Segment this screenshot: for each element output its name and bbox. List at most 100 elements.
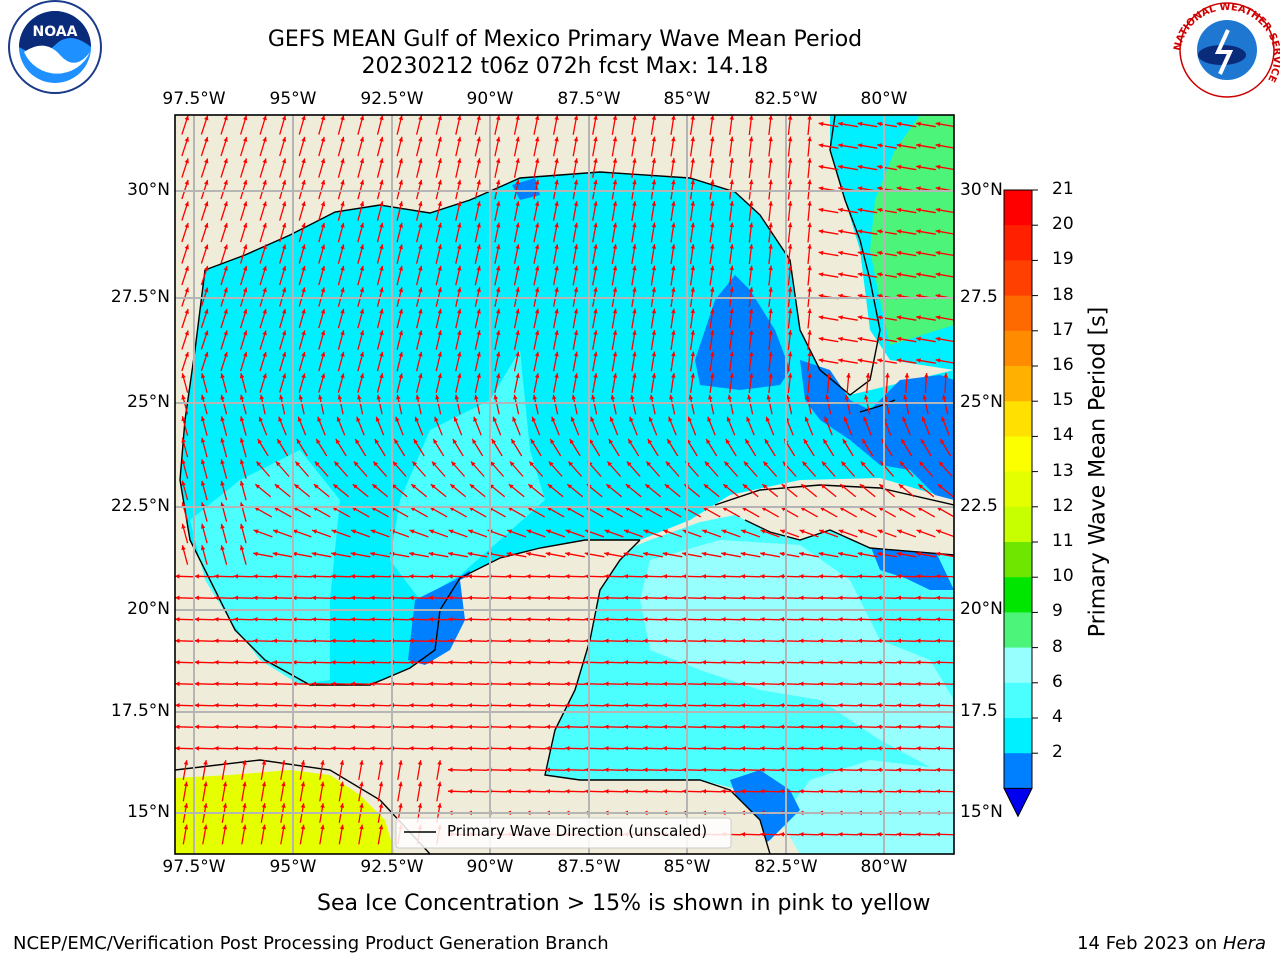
footer-credit: NCEP/EMC/Verification Post Processing Pr…	[13, 933, 609, 954]
wave-arrow-head	[184, 287, 189, 293]
wave-arrow-head	[222, 760, 228, 765]
wave-arrow-head	[204, 115, 209, 121]
wave-arrow-head	[253, 638, 258, 644]
wave-arrow-head	[200, 459, 206, 465]
wave-arrow-head	[534, 330, 540, 335]
wave-arrow-head	[643, 724, 648, 730]
wave-arrow-head	[476, 244, 481, 250]
wave-arrow-head	[359, 824, 364, 830]
wave-arrow-head	[546, 507, 552, 512]
wave-arrow-head	[526, 746, 531, 751]
wave-arrow-head	[320, 158, 326, 164]
wave-arrow-head	[839, 507, 845, 512]
wave-arrow-head	[220, 523, 225, 529]
wave-arrow-head	[515, 244, 520, 249]
wave-arrow-head	[864, 394, 869, 400]
wave-arrow-head	[896, 574, 901, 579]
wave-arrow-head	[223, 158, 228, 164]
wave-arrow-head	[612, 115, 618, 120]
wave-arrow-head	[818, 789, 823, 794]
wave-arrow-head	[721, 529, 727, 534]
wave-arrow-head	[370, 724, 375, 730]
wave-arrow-head	[787, 115, 793, 120]
wave-arrow-head	[476, 222, 481, 228]
wave-arrow-head	[690, 351, 695, 357]
wave-arrow-head	[457, 115, 462, 121]
wave-arrow-head	[333, 484, 339, 489]
wave-arrow-head	[243, 115, 248, 121]
wave-arrow-head	[877, 832, 882, 837]
wave-arrow-head	[762, 484, 768, 489]
wave-arrow-head	[838, 595, 843, 601]
wave-arrow-head	[379, 115, 384, 121]
wave-arrow-head	[807, 351, 812, 357]
wave-arrow-head	[935, 336, 941, 342]
wave-arrow-head	[350, 724, 355, 730]
wave-arrow-head	[476, 373, 481, 379]
wave-arrow-head	[807, 136, 812, 142]
colorbar-tick-label: 16	[1052, 355, 1074, 375]
wave-arrow-head	[584, 746, 589, 751]
wave-arrow-head	[643, 660, 648, 665]
wave-arrow-head	[877, 551, 882, 557]
wave-arrow-head	[418, 179, 423, 185]
wave-arrow-head	[214, 617, 219, 622]
colorbar-frame	[1003, 189, 1033, 789]
wave-arrow-head	[437, 373, 442, 379]
wave-arrow-head	[565, 595, 570, 601]
wave-arrow-head	[877, 681, 882, 687]
wave-arrow-head	[904, 373, 910, 378]
wave-arrow-head	[896, 229, 902, 234]
wave-arrow-head	[787, 287, 793, 292]
wave-arrow-head	[838, 164, 843, 170]
wave-arrow-head	[243, 308, 248, 314]
wave-arrow-head	[526, 551, 531, 557]
wave-arrow-head	[840, 484, 846, 489]
wave-arrow-head	[418, 351, 423, 357]
noaa-logo-icon	[8, 0, 102, 94]
wave-arrow-head	[623, 595, 628, 601]
wave-arrow-head	[550, 439, 555, 444]
wave-arrow-head	[857, 724, 862, 730]
wave-arrow-head	[243, 158, 248, 164]
wave-arrow-head	[281, 265, 287, 271]
wave-arrow-head	[857, 358, 863, 363]
wave-arrow-head	[373, 461, 379, 467]
wave-arrow-head	[819, 529, 825, 534]
wave-arrow-head	[710, 136, 715, 142]
wave-arrow-head	[590, 416, 595, 422]
wave-arrow-head	[807, 179, 812, 185]
wave-arrow-head	[312, 507, 318, 512]
wave-arrow-head	[242, 824, 247, 830]
wave-arrow-head	[896, 617, 901, 622]
wave-arrow-head	[807, 201, 812, 206]
wave-arrow-head	[233, 638, 238, 644]
wave-arrow-head	[593, 287, 598, 292]
wave-arrow-head	[534, 308, 540, 314]
wave-arrow-head	[311, 724, 316, 730]
wave-arrow-head	[398, 115, 403, 121]
wave-arrow-head	[857, 143, 863, 148]
wave-arrow-head	[495, 308, 501, 314]
wave-arrow-head	[896, 638, 901, 644]
wave-arrow-head	[392, 461, 398, 467]
wave-arrow-head	[768, 222, 773, 228]
wave-arrow-head	[350, 551, 356, 557]
wave-arrow-head	[799, 574, 804, 579]
wave-arrow-head	[239, 459, 245, 465]
wave-arrow-head	[896, 660, 901, 665]
wave-arrow-head	[690, 244, 695, 249]
wave-arrow-head	[565, 660, 570, 665]
lat-label-right: 25°N	[960, 392, 1003, 412]
wave-arrow-head	[233, 595, 238, 601]
wave-arrow-head	[175, 746, 180, 751]
wave-arrow-head	[534, 351, 540, 357]
wave-arrow-head	[184, 244, 189, 250]
wave-arrow-head	[604, 724, 609, 730]
wave-arrow-head	[262, 287, 267, 293]
wave-arrow-head	[428, 638, 433, 644]
wave-arrow-head	[643, 746, 648, 751]
wave-arrow-head	[748, 351, 754, 357]
wave-arrow-head	[748, 265, 754, 271]
wave-arrow-head	[457, 287, 462, 293]
